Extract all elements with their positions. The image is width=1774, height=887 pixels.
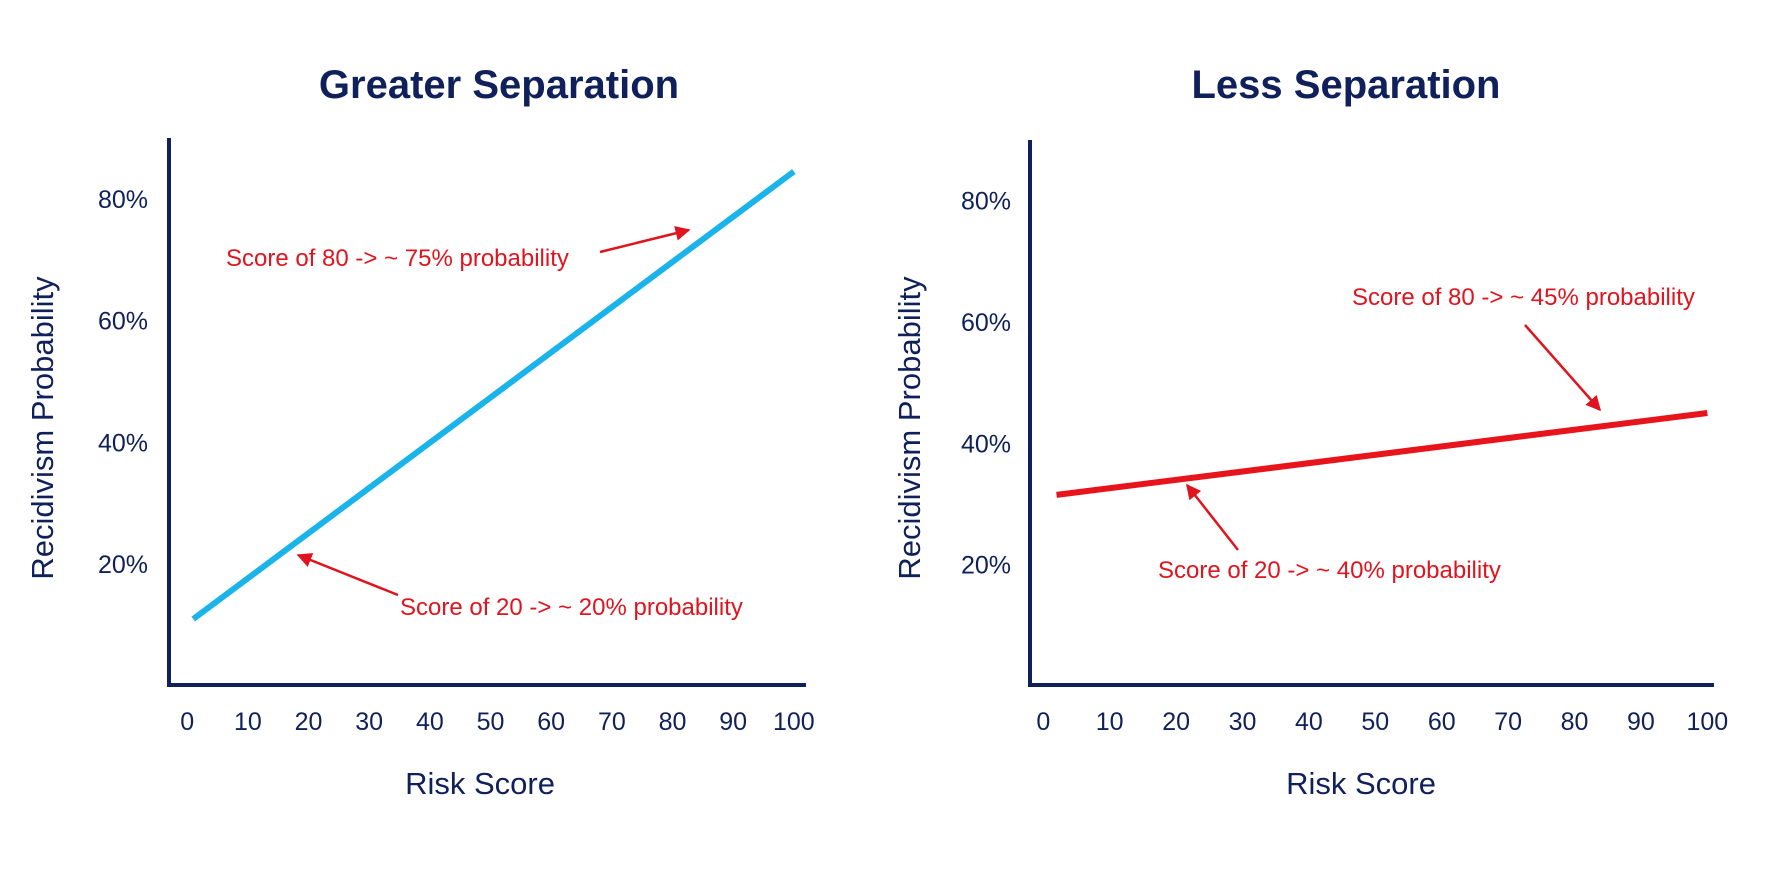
left-series-line: [191, 169, 796, 622]
left-x-tick-label: 90: [719, 708, 747, 736]
right-y-axis-label: Recidivism Probability: [892, 276, 927, 580]
right-x-tick-label: 30: [1229, 708, 1257, 736]
right-series-line: [1056, 410, 1708, 498]
left-annotation-arrow-20: [296, 553, 399, 597]
right-x-tick-label: 40: [1295, 708, 1323, 736]
left-x-tick-label: 20: [295, 708, 323, 736]
left-x-tick-label: 80: [659, 708, 687, 736]
right-y-ticks: 20% 40% 60% 80%: [961, 188, 1011, 580]
right-x-tick-label: 100: [1686, 708, 1728, 736]
left-y-axis-label: Recidivism Probability: [25, 276, 60, 580]
left-y-tick-label: 40%: [98, 429, 148, 457]
right-y-tick-label: 80%: [961, 188, 1011, 216]
right-y-tick-label: 60%: [961, 309, 1011, 337]
left-y-ticks: 20% 40% 60% 80%: [98, 186, 148, 579]
right-x-tick-label: 20: [1162, 708, 1190, 736]
left-x-axis-label: Risk Score: [405, 766, 555, 801]
left-x-ticks: 0 10 20 30 40 50 60 70 80 90 100: [180, 708, 814, 736]
right-annotation-arrow-80: [1524, 324, 1601, 412]
left-x-tick-label: 50: [477, 708, 505, 736]
left-x-tick-label: 30: [355, 708, 383, 736]
left-y-tick-label: 20%: [98, 551, 148, 579]
right-x-tick-label: 90: [1627, 708, 1655, 736]
left-annotation-20: Score of 20 -> ~ 20% probability: [400, 594, 743, 621]
left-chart-title: Greater Separation: [319, 63, 679, 107]
right-chart: Less Separation Recidivism Probability R…: [892, 63, 1728, 801]
left-x-tick-label: 60: [537, 708, 565, 736]
left-x-tick-label: 100: [773, 708, 815, 736]
right-x-tick-label: 80: [1561, 708, 1589, 736]
left-x-tick-label: 10: [234, 708, 262, 736]
right-annotation-arrow-20: [1186, 483, 1239, 551]
left-x-tick-label: 70: [598, 708, 626, 736]
right-x-tick-label: 50: [1361, 708, 1389, 736]
right-x-tick-label: 70: [1494, 708, 1522, 736]
right-x-tick-label: 0: [1036, 708, 1050, 736]
right-x-tick-label: 10: [1096, 708, 1124, 736]
right-chart-title: Less Separation: [1191, 63, 1500, 107]
right-x-ticks: 0 10 20 30 40 50 60 70 80 90 100: [1036, 708, 1728, 736]
left-x-tick-label: 40: [416, 708, 444, 736]
left-chart: Greater Separation Recidivism Probabilit…: [25, 63, 815, 801]
right-annotation-80: Score of 80 -> ~ 45% probability: [1352, 284, 1695, 311]
left-x-tick-label: 0: [180, 708, 194, 736]
left-y-tick-label: 60%: [98, 308, 148, 336]
right-y-tick-label: 20%: [961, 552, 1011, 580]
left-annotation-arrow-80: [599, 225, 691, 254]
right-x-axis-label: Risk Score: [1286, 766, 1436, 801]
right-x-tick-label: 60: [1428, 708, 1456, 736]
right-annotation-20: Score of 20 -> ~ 40% probability: [1158, 557, 1501, 584]
left-y-tick-label: 80%: [98, 186, 148, 214]
left-annotation-80: Score of 80 -> ~ 75% probability: [226, 245, 569, 272]
right-y-tick-label: 40%: [961, 430, 1011, 458]
